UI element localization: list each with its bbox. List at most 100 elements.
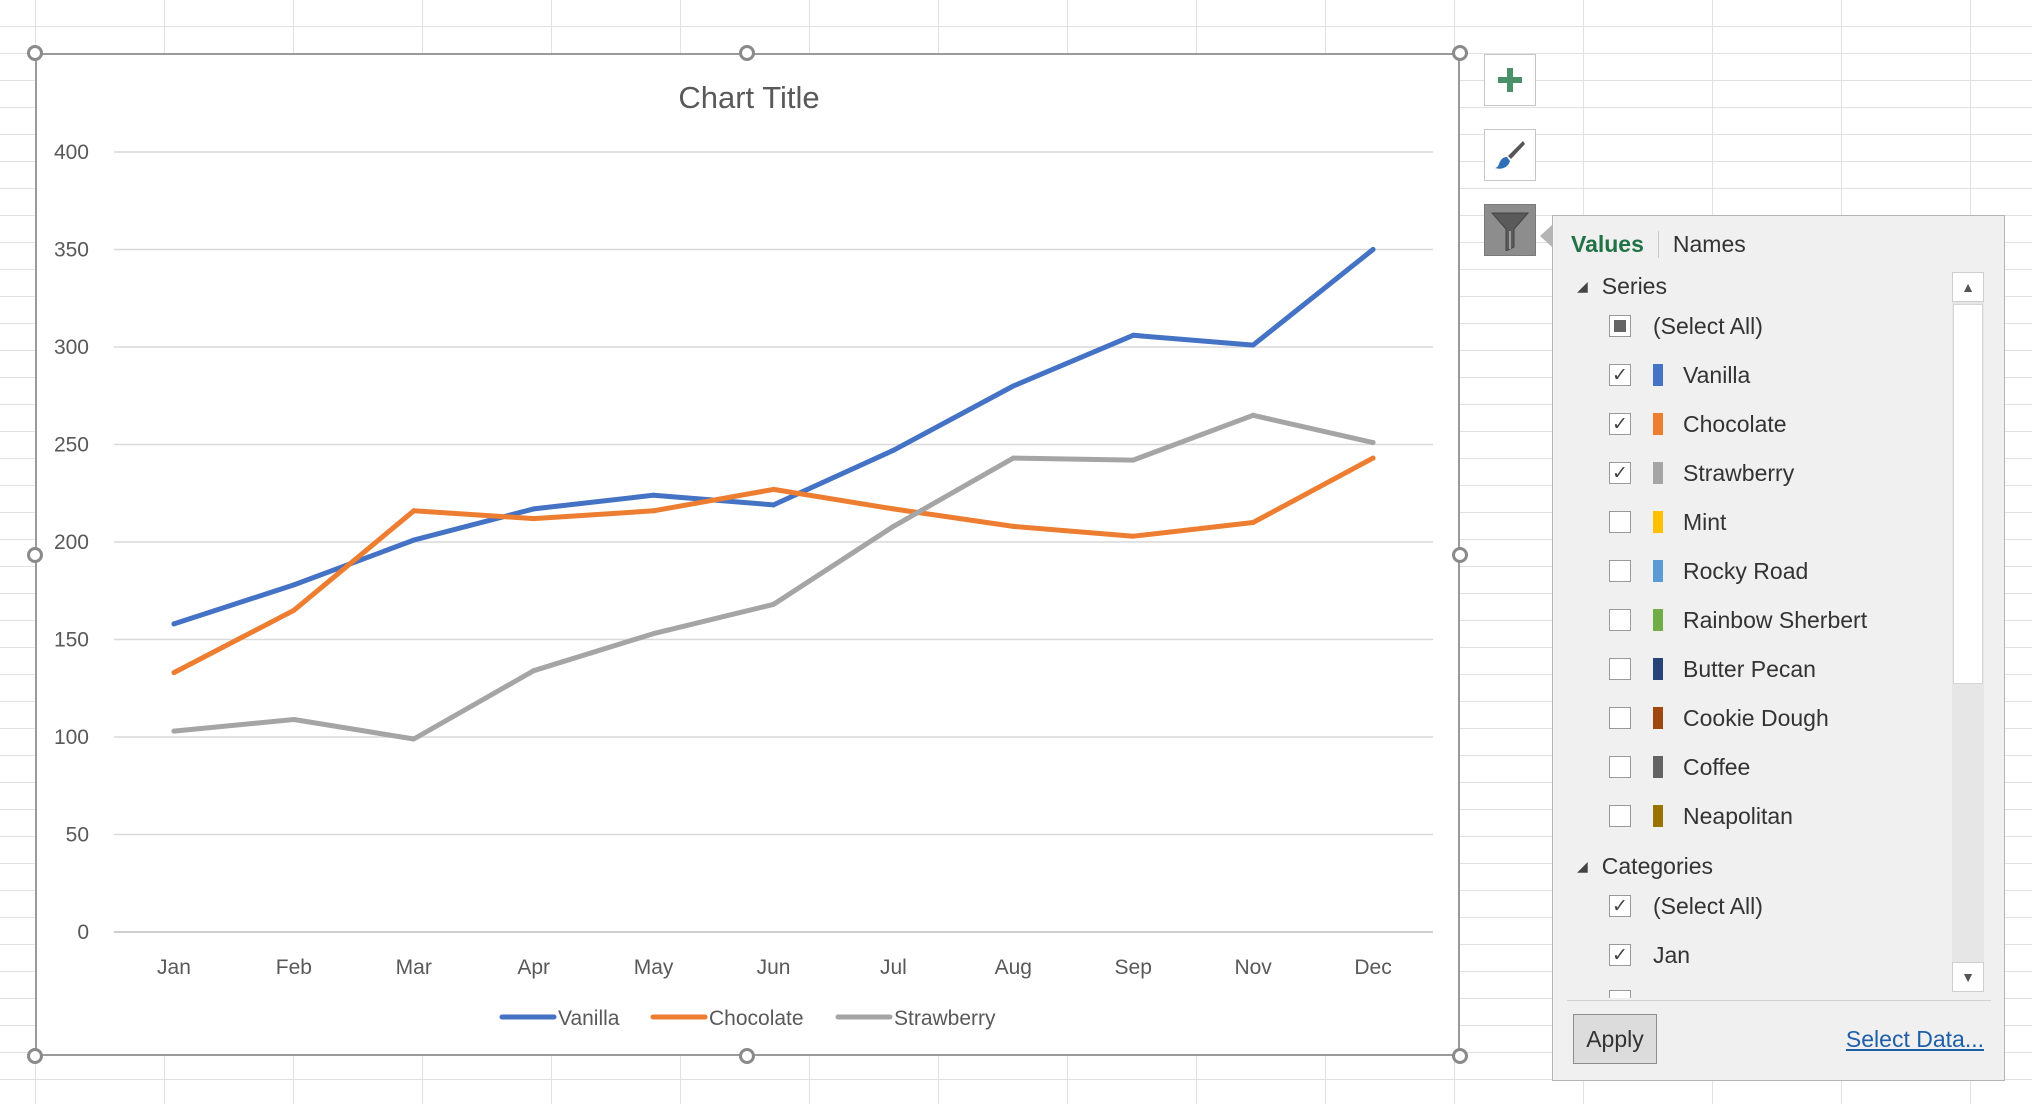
resize-handle-bottom-middle[interactable] [739,1048,755,1064]
data-point [531,506,537,512]
y-tick-label: 300 [54,336,89,359]
y-tick-label: 400 [54,141,89,164]
checkbox[interactable] [1609,560,1631,582]
resize-handle-middle-left[interactable] [27,547,43,563]
checkbox[interactable]: ✓ [1609,364,1631,386]
data-point [651,508,657,514]
series-group-header[interactable]: ◢ Series [1577,268,1667,304]
resize-handle-bottom-right[interactable] [1452,1048,1468,1064]
data-point [1130,332,1136,338]
checkbox[interactable] [1609,707,1631,729]
data-point [171,621,177,627]
series-color-swatch [1653,511,1663,533]
line-chart: Chart Title 0 50 100 150 200 250 300 350 400 Jan… [54,80,1433,1030]
data-point [890,506,896,512]
vertical-scrollbar[interactable]: ▲ ▼ [1952,272,1984,992]
tab-values[interactable]: Values [1567,230,1659,258]
legend-label: Vanilla [558,1007,620,1030]
checkbox[interactable] [1609,805,1631,827]
scroll-up-button[interactable]: ▲ [1952,272,1984,302]
resize-handle-top-left[interactable] [27,45,43,61]
category-filter-item[interactable]: ✓ Jan [1609,937,1690,973]
series-filter-label: Vanilla [1683,361,1751,388]
series-line-strawberry[interactable] [171,412,1376,742]
checkbox[interactable] [1609,315,1631,337]
data-point [1130,457,1136,463]
filter-list: ◢ Series (Select All) ✓ Vanilla ✓ Chocolate ✓… [1553,268,1963,1006]
series-lines [171,247,1376,742]
x-tick-label: May [634,956,674,979]
chart-elements-button[interactable] [1484,54,1536,106]
legend-label: Strawberry [894,1007,996,1030]
data-point [890,523,896,529]
checkbox[interactable] [1609,609,1631,631]
chart-area[interactable]: Chart Title 0 50 100 150 200 250 300 350 400 Jan… [35,53,1460,1056]
series-filter-item[interactable]: Neapolitan [1609,798,1793,834]
data-point [411,508,417,514]
series-filter-item[interactable]: ✓ Strawberry [1609,455,1794,491]
resize-handle-bottom-left[interactable] [27,1048,43,1064]
categories-group-header[interactable]: ◢ Categories [1577,848,1713,884]
x-tick-label: Nov [1234,956,1272,979]
resize-handle-top-middle[interactable] [739,45,755,61]
series-filter-item[interactable]: Rainbow Sherbert [1609,602,1867,638]
resize-handle-top-right[interactable] [1452,45,1468,61]
data-point [1370,440,1376,446]
x-tick-label: Jul [880,956,907,979]
x-tick-label: Jan [157,956,191,979]
data-point [531,516,537,522]
checkbox[interactable] [1609,511,1631,533]
tab-names[interactable]: Names [1672,230,1746,257]
series-filter-label: (Select All) [1653,312,1763,339]
series-filter-label: Rainbow Sherbert [1683,606,1868,633]
data-point [651,492,657,498]
series-filter-item[interactable]: Cookie Dough [1609,700,1829,736]
series-filter-item[interactable]: Coffee [1609,749,1750,785]
x-tick-label: Jun [757,956,791,979]
data-point [291,716,297,722]
series-filter-label: Chocolate [1683,410,1787,437]
category-filter-label: (Select All) [1653,892,1763,919]
data-point [1250,342,1256,348]
checkbox[interactable]: ✓ [1609,462,1631,484]
checkbox [1609,990,1631,998]
legend[interactable]: Vanilla Chocolate Strawberry [499,1007,996,1030]
series-filter-item[interactable]: (Select All) [1609,308,1763,344]
data-point [890,447,896,453]
data-point [1370,247,1376,252]
series-filter-item[interactable]: ✓ Chocolate [1609,406,1787,442]
chart-filter-panel: Values Names ◢ Series (Select All) ✓ Vanil… [1552,215,2005,1081]
data-point [1370,455,1376,461]
checkbox[interactable]: ✓ [1609,895,1631,917]
data-point [411,537,417,543]
series-filter-item[interactable]: Mint [1609,504,1726,540]
checkbox[interactable]: ✓ [1609,944,1631,966]
checkbox[interactable] [1609,658,1631,680]
apply-button[interactable]: Apply [1573,1014,1657,1064]
y-tick-label: 100 [54,726,89,749]
chart-filters-button[interactable] [1484,204,1536,256]
scroll-down-button[interactable]: ▼ [1952,962,1984,992]
divider [1567,1000,1991,1001]
series-color-swatch [1653,560,1663,582]
data-point [771,601,776,607]
resize-handle-middle-right[interactable] [1452,547,1468,563]
checkbox[interactable]: ✓ [1609,413,1631,435]
data-point [771,486,776,492]
chart-title[interactable]: Chart Title [678,80,819,115]
data-point [171,728,177,734]
data-point [291,582,297,588]
series-filter-label: Cookie Dough [1683,704,1829,731]
select-data-link[interactable]: Select Data... [1845,1026,1984,1052]
category-filter-label: Jan [1653,941,1691,968]
series-filter-item[interactable]: Rocky Road [1609,553,1808,589]
scroll-thumb[interactable] [1953,304,1983,684]
filter-tabs: Values Names [1567,226,1760,262]
chart-styles-button[interactable] [1484,129,1536,181]
category-filter-item[interactable]: ✓ (Select All) [1609,888,1763,924]
series-filter-item[interactable]: ✓ Vanilla [1609,357,1750,393]
checkbox[interactable] [1609,756,1631,778]
series-filter-item[interactable]: Butter Pecan [1609,651,1816,687]
data-point [771,502,776,508]
data-point [651,631,657,637]
